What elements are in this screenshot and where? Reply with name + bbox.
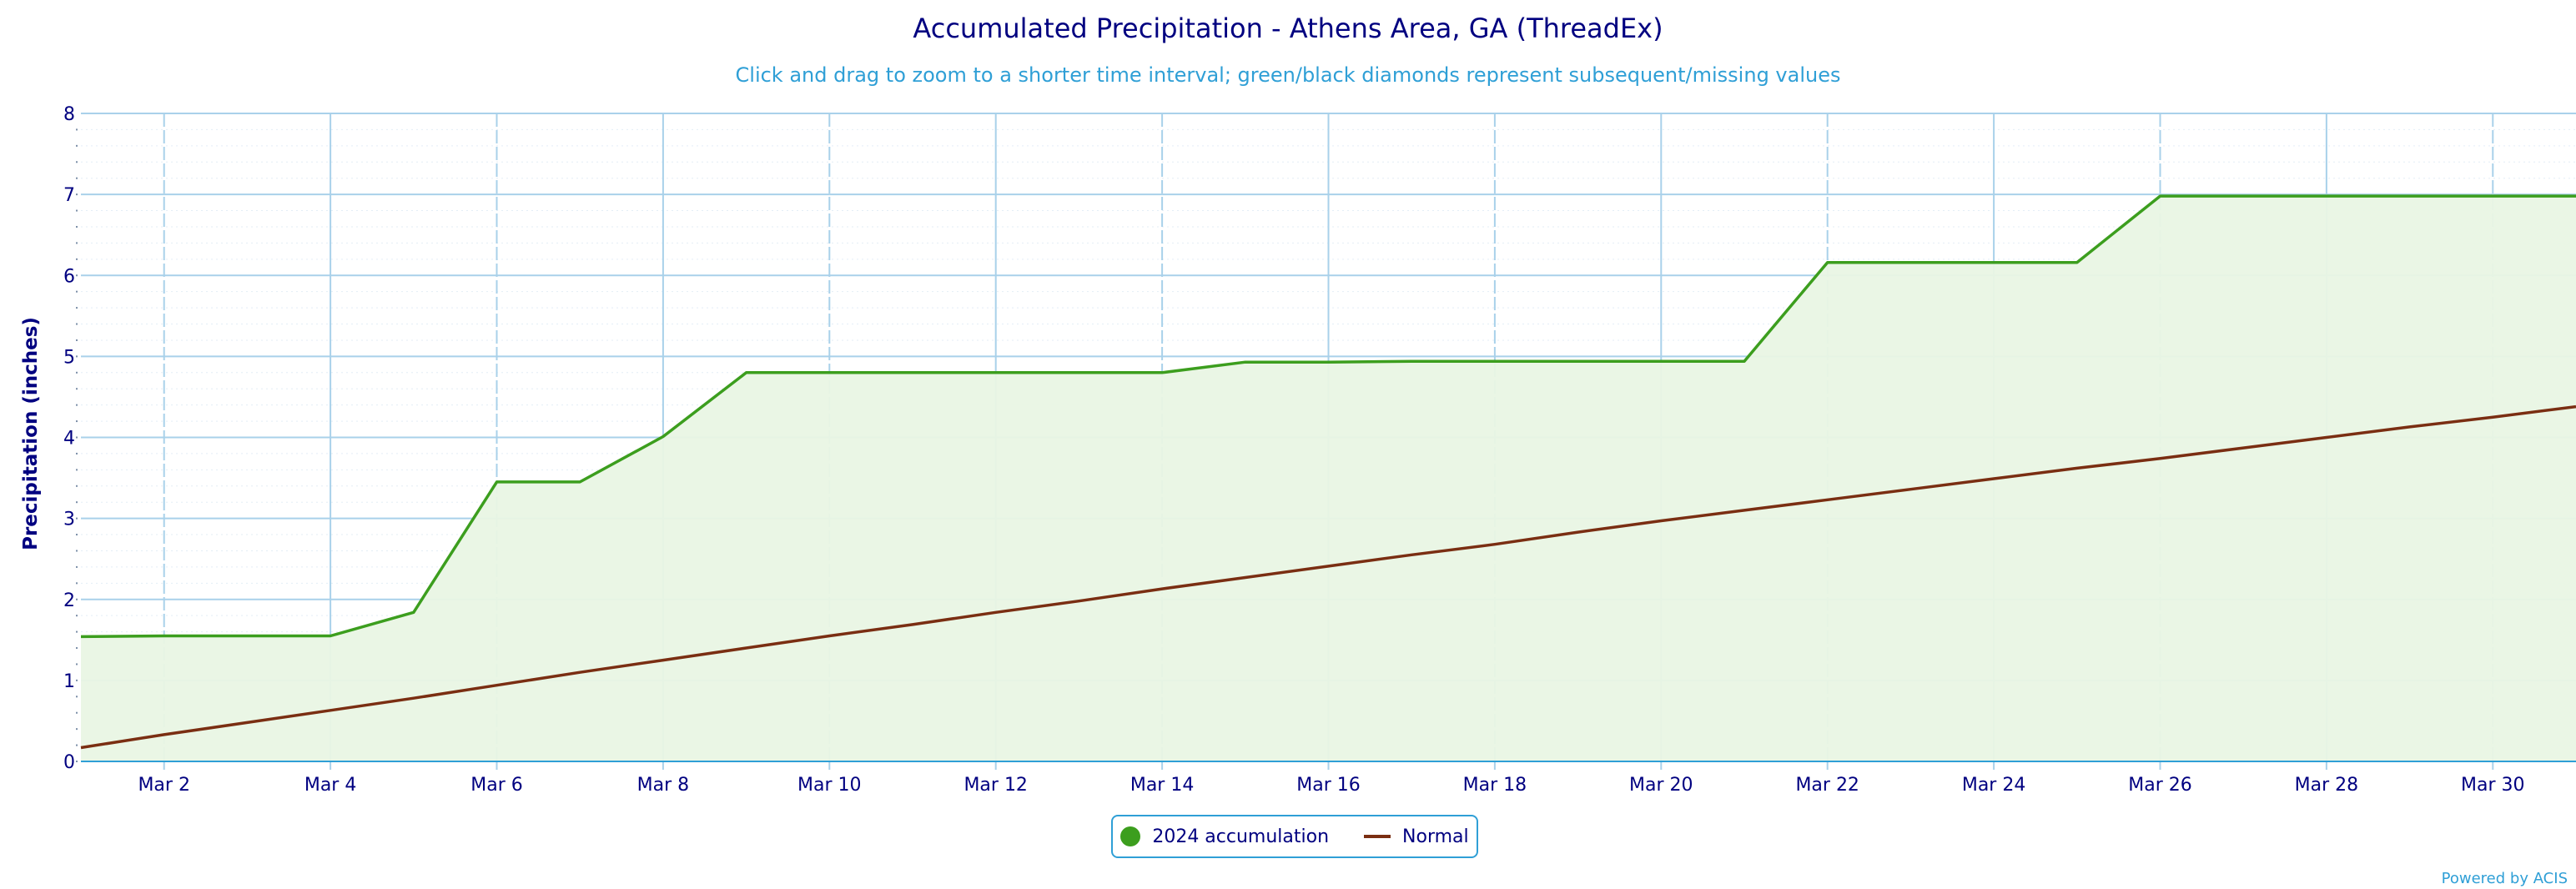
x-tick-label: Mar 22 xyxy=(1795,775,1859,796)
minor-tick-y xyxy=(76,615,78,617)
chart-legend: 2024 accumulation Normal xyxy=(1111,815,1478,858)
legend-label-normal: Normal xyxy=(1402,826,1469,847)
minor-tick-y xyxy=(76,582,78,585)
minor-tick-y xyxy=(76,307,78,309)
x-tick-labels: Mar 2 Mar 4 Mar 6 Mar 8 Mar 10 Mar 12 Mar 14 Ma… xyxy=(138,775,2524,796)
minor-tick-y xyxy=(76,404,78,406)
minor-tick-y xyxy=(76,161,78,163)
x-tick-label: Mar 6 xyxy=(470,775,523,796)
x-tick-label: Mar 30 xyxy=(2461,775,2525,796)
minor-tick-y xyxy=(76,225,78,228)
minor-tick-y xyxy=(76,193,78,196)
y-tick-label: 0 xyxy=(63,752,75,773)
y-tick-label: 5 xyxy=(63,347,75,368)
x-tick-label: Mar 12 xyxy=(963,775,1028,796)
minor-tick-y xyxy=(76,355,78,358)
minor-tick-y xyxy=(76,177,78,179)
x-tick-label: Mar 24 xyxy=(1962,775,2026,796)
minor-tick-y xyxy=(76,663,78,665)
x-tick-label: Mar 10 xyxy=(797,775,862,796)
minor-tick-y xyxy=(76,290,78,293)
y-tick-label: 2 xyxy=(63,590,75,611)
x-tick-label: Mar 20 xyxy=(1629,775,1693,796)
accumulation-area-fill xyxy=(81,196,2576,762)
y-tick-label: 4 xyxy=(63,429,75,450)
minor-tick-y xyxy=(76,469,78,471)
x-tick-label: Mar 16 xyxy=(1296,775,1361,796)
minor-tick-y xyxy=(76,728,78,731)
minor-tick-y xyxy=(76,630,78,633)
minor-tick-y xyxy=(76,371,78,374)
x-tick-label: Mar 14 xyxy=(1130,775,1195,796)
y-tick-label: 8 xyxy=(63,104,75,125)
minor-tick-y xyxy=(76,679,78,681)
minor-tick-y xyxy=(76,485,78,487)
x-tick-label: Mar 8 xyxy=(637,775,690,796)
y-tick-labels: 0 1 2 3 4 5 6 7 8 xyxy=(63,104,75,773)
minor-tick-y xyxy=(76,323,78,325)
minor-tick-y xyxy=(76,647,78,650)
minor-tick-y xyxy=(76,209,78,212)
minor-tick-y xyxy=(76,274,78,277)
legend-marker-accumulation xyxy=(1120,826,1141,846)
y-axis-label: Precipitation (inches) xyxy=(20,317,42,550)
minor-tick-y xyxy=(76,565,78,568)
chart-subtitle: Click and drag to zoom to a shorter time… xyxy=(735,63,1841,87)
minor-tick-y xyxy=(76,534,78,536)
powered-by-credit[interactable]: Powered by ACIS xyxy=(2441,870,2568,887)
minor-tick-y xyxy=(76,744,78,746)
minor-tick-y xyxy=(76,339,78,341)
legend-item-accumulation[interactable]: 2024 accumulation xyxy=(1120,826,1329,847)
minor-tick-y xyxy=(76,550,78,552)
legend-label-accumulation: 2024 accumulation xyxy=(1152,826,1330,847)
x-tick-label: Mar 28 xyxy=(2295,775,2359,796)
minor-tick-y xyxy=(76,452,78,455)
chart-title: Accumulated Precipitation - Athens Area,… xyxy=(913,13,1663,44)
minor-tick-y xyxy=(76,517,78,520)
accumulation-series-line[interactable] xyxy=(80,194,2576,639)
y-tick-label: 7 xyxy=(63,185,75,206)
minor-tick-y xyxy=(76,711,78,714)
minor-tick-y xyxy=(76,128,78,131)
y-tick-label: 6 xyxy=(63,266,75,287)
minor-tick-y xyxy=(76,696,78,698)
minor-tick-y xyxy=(76,598,78,600)
legend-marker-normal xyxy=(1364,835,1391,838)
minor-tick-y xyxy=(76,144,78,147)
normal-series-line[interactable] xyxy=(80,404,2576,750)
x-tick-label: Mar 18 xyxy=(1463,775,1527,796)
y-tick-label: 1 xyxy=(63,671,75,692)
minor-tick-y xyxy=(76,388,78,390)
x-tick-label: Mar 4 xyxy=(304,775,357,796)
legend-item-normal[interactable]: Normal xyxy=(1364,826,1469,847)
minor-tick-y xyxy=(76,436,78,439)
minor-tick-y xyxy=(76,761,78,762)
minor-tick-y xyxy=(76,242,78,244)
x-tick-label: Mar 2 xyxy=(138,775,190,796)
minor-tick-y xyxy=(76,420,78,423)
minor-tick-y xyxy=(76,501,78,504)
x-tick-label: Mar 26 xyxy=(2128,775,2192,796)
minor-tick-y xyxy=(76,258,78,260)
y-tick-label: 3 xyxy=(63,510,75,530)
axes xyxy=(76,128,2576,770)
